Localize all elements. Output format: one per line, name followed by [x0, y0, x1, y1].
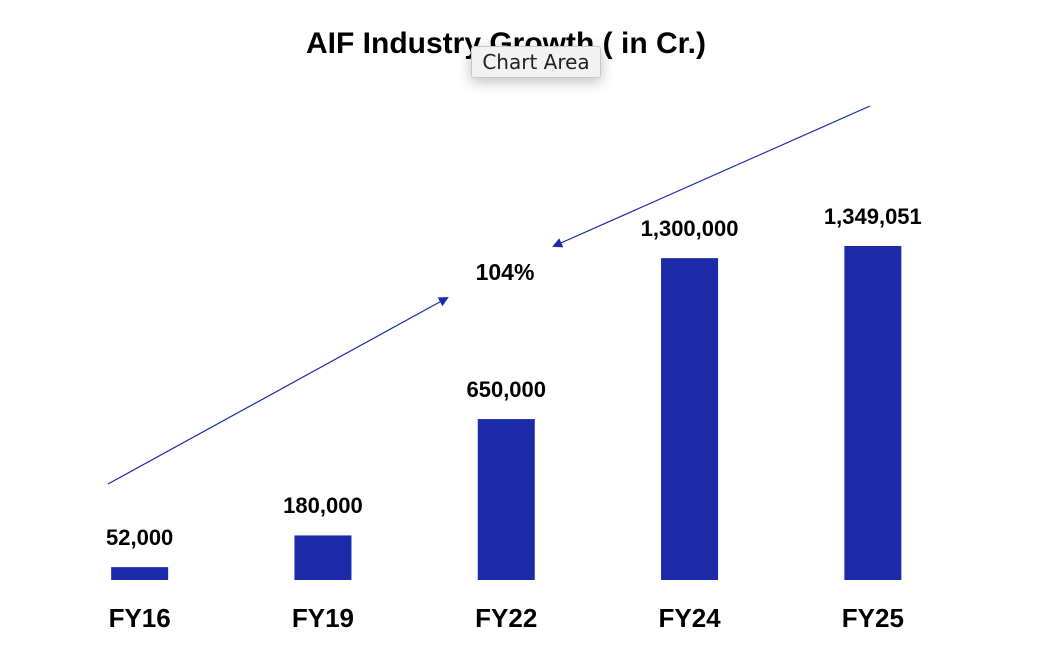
trend-arrow [552, 105, 871, 248]
value-label: 52,000 [106, 525, 173, 550]
value-label: 1,349,051 [824, 204, 922, 229]
x-tick-label: FY25 [842, 603, 904, 633]
value-label: 1,300,000 [641, 216, 739, 241]
bar [477, 419, 535, 580]
x-tick-label: FY16 [109, 603, 171, 633]
trend-arrow [107, 297, 449, 485]
annotation: 104% [476, 259, 535, 285]
bar [111, 567, 169, 580]
bar [844, 246, 902, 580]
x-tick-label: FY22 [475, 603, 537, 633]
bar [661, 258, 719, 580]
x-tick-label: FY19 [292, 603, 354, 633]
bar [294, 535, 352, 580]
value-label: 650,000 [466, 377, 546, 402]
value-label: 180,000 [283, 493, 363, 518]
x-tick-label: FY24 [658, 603, 721, 633]
tooltip: Chart Area [471, 46, 601, 78]
